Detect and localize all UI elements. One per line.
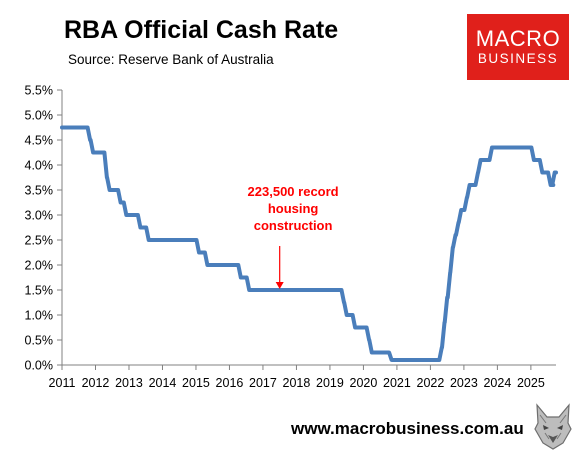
- x-tick-label: 2020: [350, 376, 378, 390]
- y-tick-label: 5.0%: [25, 109, 54, 123]
- series-line-0: [60, 125, 558, 362]
- chart-source: Source: Reserve Bank of Australia: [68, 52, 274, 67]
- series-layer: [60, 125, 558, 362]
- x-tick-label: 2017: [249, 376, 277, 390]
- wolf-head-icon: [534, 403, 572, 450]
- chart-title: RBA Official Cash Rate: [64, 16, 339, 44]
- logo-line2: BUSINESS: [477, 51, 559, 66]
- x-tick-label: 2012: [82, 376, 110, 390]
- y-tick-label: 3.5%: [25, 184, 54, 198]
- x-tick-label: 2024: [483, 376, 511, 390]
- y-tick-label: 1.0%: [25, 309, 54, 323]
- x-tick-label: 2016: [216, 376, 244, 390]
- x-tick-label: 2013: [115, 376, 143, 390]
- x-tick-label: 2023: [450, 376, 478, 390]
- x-tick-label: 2019: [316, 376, 344, 390]
- y-tick-label: 0.5%: [25, 334, 54, 348]
- y-tick-label: 5.5%: [25, 84, 54, 98]
- annotation-arrow-head: [275, 282, 284, 289]
- annotation-text-line: housing: [268, 201, 319, 216]
- x-tick-label: 2021: [383, 376, 411, 390]
- y-tick-label: 4.5%: [25, 134, 54, 148]
- y-tick-label: 2.5%: [25, 234, 54, 248]
- website-url[interactable]: www.macrobusiness.com.au: [291, 419, 524, 438]
- x-tick-label: 2018: [283, 376, 311, 390]
- annotation-layer: 223,500 record housing construction: [248, 184, 339, 289]
- x-tick-label: 2022: [417, 376, 445, 390]
- y-tick-label: 4.0%: [25, 159, 54, 173]
- y-tick-label: 3.0%: [25, 209, 54, 223]
- logo-line1: MACRO: [475, 26, 561, 51]
- annotation-text-line: construction: [254, 218, 333, 233]
- y-tick-label: 1.5%: [25, 284, 54, 298]
- y-tick-label: 2.0%: [25, 259, 54, 273]
- x-tick-label: 2011: [49, 376, 76, 390]
- x-axis-tick-labels: 2011 2012 2013 2014 2015 2016 2017 2018 2019 2020…: [49, 376, 545, 390]
- x-tick-label: 2025: [517, 376, 545, 390]
- chart-axes: [57, 89, 556, 370]
- macrobusiness-logo: MACRO BUSINESS: [467, 14, 569, 80]
- x-tick-label: 2014: [149, 376, 177, 390]
- y-tick-label: 0.0%: [25, 359, 54, 373]
- x-tick-label: 2015: [182, 376, 210, 390]
- annotation-text-line: 223,500 record: [248, 184, 339, 199]
- y-axis-tick-labels: 0.0% 0.5% 1.0% 1.5% 2.0% 2.5% 3.0% 3.5% 4.0% 4.5%…: [25, 84, 54, 373]
